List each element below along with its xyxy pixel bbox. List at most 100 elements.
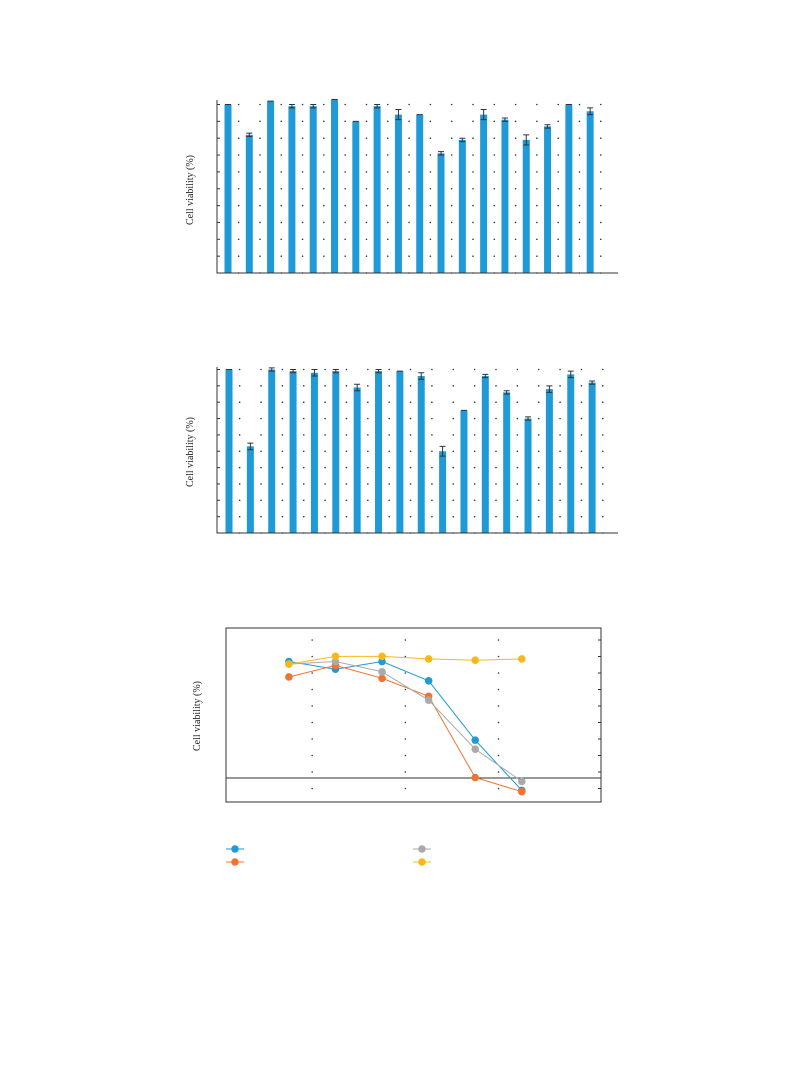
error-bar [395, 109, 402, 121]
grid-dot [302, 483, 305, 485]
bar [503, 392, 511, 533]
error-bar [438, 151, 445, 156]
grid-dot [516, 434, 519, 436]
grid-dot [367, 385, 369, 387]
grid-dot [281, 450, 284, 453]
series-point [424, 655, 433, 663]
grid-dot [344, 255, 346, 257]
grid-dot [429, 187, 432, 190]
grid-dot [311, 771, 313, 773]
legend-marker [418, 845, 426, 853]
grid-dot [259, 171, 261, 173]
grid-dot [311, 655, 313, 658]
grid-dot [493, 187, 496, 190]
grid-dot [388, 450, 390, 453]
y-axis-label: Cell viability (%) [192, 681, 203, 751]
grid-dot [367, 466, 369, 469]
grid-dot [557, 204, 559, 207]
grid-dot [259, 221, 261, 224]
grid-dot [536, 103, 538, 106]
grid-dot [431, 499, 433, 502]
grid-dot [404, 771, 407, 773]
grid-dot [450, 137, 453, 139]
error-bar [247, 442, 254, 451]
grid-dot [323, 154, 325, 156]
grid-dot [311, 754, 313, 757]
grid-dot [259, 204, 261, 207]
grid-dot [386, 204, 389, 207]
grid-dot [367, 434, 369, 436]
grid-dot [431, 466, 433, 469]
grid-dot [559, 466, 561, 469]
grid-dot [367, 499, 369, 502]
grid-dot [260, 401, 262, 404]
grid-dot [497, 754, 500, 757]
grid-dot [578, 255, 581, 257]
grid-dot [601, 417, 604, 420]
grid-dot [404, 787, 407, 790]
bar [267, 101, 275, 273]
bar [481, 376, 489, 533]
grid-dot [365, 238, 368, 241]
grid-dot [238, 483, 241, 485]
bar [352, 121, 360, 273]
grid-dot [601, 466, 604, 469]
error-bar [311, 369, 318, 377]
bar [331, 99, 339, 273]
grid-dot [452, 385, 455, 387]
bar [522, 139, 530, 273]
grid-dot [495, 466, 497, 469]
series-point [471, 656, 480, 665]
bar [245, 134, 253, 273]
error-bars [226, 367, 596, 457]
grid-dot [324, 417, 326, 420]
grid-dot [495, 483, 497, 485]
grid-dot [452, 515, 455, 518]
grid-dot [601, 434, 604, 436]
grid-dot [497, 787, 500, 790]
bar-chart-2: Cell viability (%) [185, 367, 618, 534]
grid-dot [472, 255, 474, 257]
grid [311, 639, 601, 790]
grid-dot [429, 238, 432, 241]
grid-dot [409, 515, 412, 518]
grid-dot [260, 434, 262, 436]
series-point [331, 652, 340, 661]
bar [501, 119, 509, 273]
bar [288, 106, 296, 273]
grid-dot [386, 120, 389, 123]
grid-dot [514, 238, 517, 241]
grid-dot [497, 771, 500, 773]
grid-dot [237, 154, 240, 156]
grid-dot [536, 255, 538, 257]
grid-dot [536, 120, 538, 123]
error-bar [268, 367, 275, 372]
bar [289, 371, 297, 533]
grid-dot [409, 434, 412, 436]
grid-dot [431, 368, 433, 371]
grid-dot [388, 466, 390, 469]
bar [439, 451, 447, 533]
bar [480, 114, 488, 273]
grid-dot [472, 120, 474, 123]
grid-dot [324, 434, 326, 436]
grid-dot [473, 401, 476, 404]
grid [217, 368, 604, 534]
grid-dot [365, 204, 368, 207]
grid-dot [237, 137, 240, 139]
grid-dot [537, 483, 540, 485]
axes [216, 367, 618, 534]
grid-dot [281, 499, 284, 502]
grid [217, 103, 602, 274]
grid-dot [323, 255, 325, 257]
grid-dot [301, 238, 304, 241]
grid-dot [450, 238, 453, 241]
error-bar [589, 380, 596, 385]
grid-dot [388, 417, 390, 420]
error-bar [310, 104, 317, 109]
grid-dot [365, 154, 368, 156]
grid-dot [260, 385, 262, 387]
grid-dot [324, 499, 326, 502]
grid-dot [367, 483, 369, 485]
grid-dot [259, 154, 261, 156]
